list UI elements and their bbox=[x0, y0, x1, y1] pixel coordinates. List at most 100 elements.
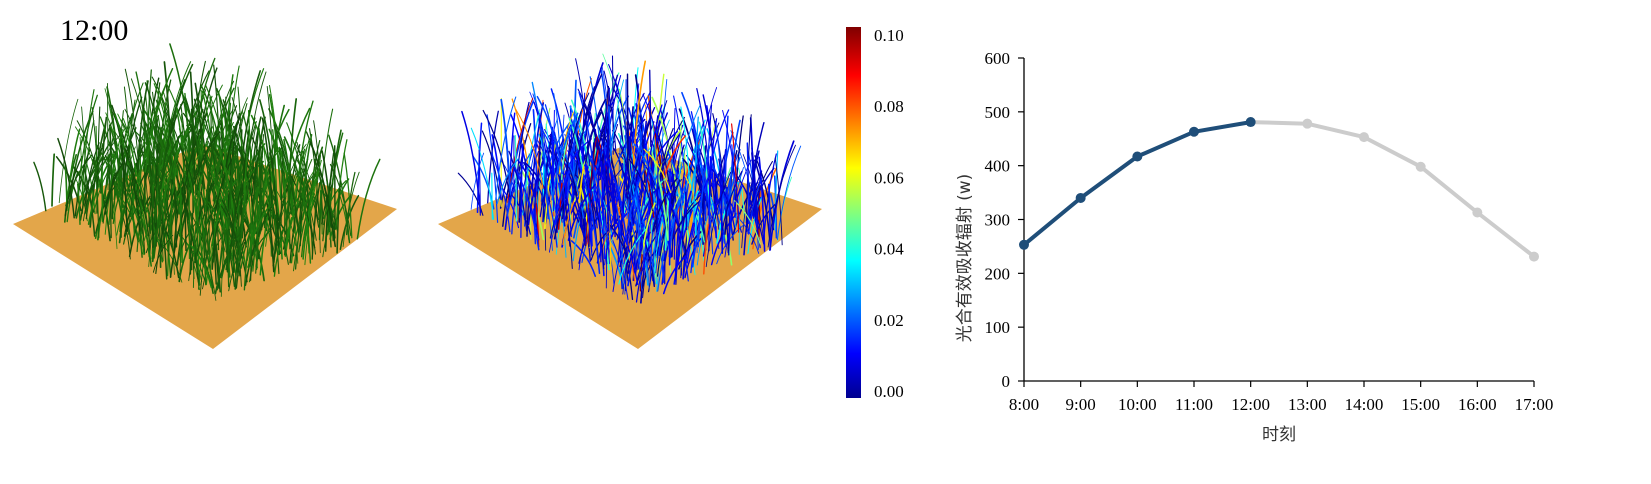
grass-blade bbox=[156, 180, 168, 280]
grass-blade bbox=[268, 128, 287, 198]
grass-blade bbox=[608, 158, 617, 224]
grass-blade bbox=[578, 166, 585, 204]
grass-blade bbox=[160, 79, 186, 189]
grass-blade bbox=[162, 144, 178, 249]
grass-blade bbox=[188, 122, 206, 190]
grass-blade bbox=[283, 136, 308, 216]
grass-blade bbox=[556, 145, 584, 231]
x-axis-label: 时刻 bbox=[1262, 425, 1296, 445]
grass-blade bbox=[318, 189, 323, 241]
series-points bbox=[1019, 117, 1539, 262]
grass-blade bbox=[748, 178, 763, 235]
grass-blade bbox=[268, 146, 280, 256]
grass-blade bbox=[157, 114, 168, 207]
grass-blade bbox=[356, 158, 381, 240]
grass-blade bbox=[559, 145, 585, 219]
grass-blade bbox=[328, 134, 351, 244]
x-tick-label: 11:00 bbox=[1175, 395, 1213, 414]
grass-blade bbox=[595, 206, 605, 270]
grass-blade bbox=[714, 120, 724, 214]
grass-blade bbox=[318, 108, 334, 218]
grass-blade bbox=[179, 173, 182, 261]
grass-blade bbox=[635, 245, 651, 303]
grass-blade bbox=[126, 164, 146, 211]
series-line-past bbox=[1022, 120, 1252, 247]
grass-blade bbox=[774, 157, 783, 246]
data-point bbox=[1302, 118, 1313, 129]
grass-blade bbox=[774, 150, 779, 231]
grass-blade bbox=[600, 160, 604, 221]
grass-blade bbox=[715, 180, 742, 233]
grass-blade bbox=[104, 162, 124, 215]
grass-blade bbox=[513, 165, 540, 251]
grass-blade bbox=[651, 130, 678, 170]
grass-blade bbox=[221, 199, 238, 249]
grass-blade bbox=[193, 98, 208, 165]
grass-blade bbox=[487, 110, 499, 204]
grass-blade bbox=[246, 206, 270, 262]
grass-blade bbox=[304, 159, 322, 266]
x-tick-label: 12:00 bbox=[1231, 395, 1270, 414]
grass-blade bbox=[76, 183, 81, 226]
grass-blade bbox=[694, 195, 697, 242]
grass-blade bbox=[554, 138, 558, 233]
grass-blade bbox=[293, 170, 318, 272]
y-tick-label: 0 bbox=[1002, 372, 1011, 391]
grass-blade bbox=[198, 192, 224, 242]
grass-blade bbox=[273, 237, 284, 277]
grass-blade bbox=[602, 104, 608, 197]
grass-blade bbox=[562, 139, 572, 220]
grass-blade bbox=[117, 176, 145, 238]
grass-blade bbox=[511, 98, 534, 209]
time-label: 12:00 bbox=[60, 14, 129, 47]
x-tick-label: 14:00 bbox=[1345, 395, 1384, 414]
grass-blade bbox=[620, 128, 633, 236]
grass-blade bbox=[607, 243, 615, 285]
grass-blade bbox=[79, 136, 84, 204]
grass-blade bbox=[649, 69, 652, 175]
grass-blade bbox=[225, 96, 227, 164]
grass-blade bbox=[595, 129, 605, 216]
grass-blade bbox=[515, 108, 544, 189]
grass-blade bbox=[643, 148, 672, 194]
grass-blade bbox=[633, 143, 661, 199]
x-ticks: 8:00 9:00 10:00 11:00 12:00 13:00 14:00 15:00 16… bbox=[1009, 381, 1553, 414]
data-point bbox=[1189, 126, 1199, 137]
grass-blade bbox=[263, 146, 269, 204]
grass-blade bbox=[572, 79, 577, 181]
grass-blade bbox=[641, 233, 656, 288]
grass-blade bbox=[509, 192, 531, 235]
grass-blade bbox=[508, 150, 528, 232]
grass-blade bbox=[163, 167, 191, 242]
grass-blade bbox=[666, 151, 685, 204]
data-point bbox=[1472, 207, 1483, 218]
grass-blade bbox=[137, 205, 152, 267]
grass-blade bbox=[132, 183, 141, 232]
grass-blade bbox=[212, 156, 234, 229]
grass-blade bbox=[719, 170, 743, 242]
colorbar: 0.00 0.02 0.04 0.06 0.08 0.10 bbox=[846, 26, 904, 401]
grass-blade bbox=[238, 182, 250, 262]
grass-blade bbox=[524, 161, 551, 203]
grass-blade bbox=[652, 177, 678, 232]
grass-blade bbox=[128, 195, 151, 258]
grass-blade bbox=[702, 164, 714, 255]
grass-blade bbox=[243, 187, 258, 291]
grass-blade bbox=[649, 146, 669, 241]
grass-blade bbox=[199, 195, 217, 296]
grass-blade bbox=[674, 172, 685, 281]
grass-blade bbox=[643, 104, 663, 206]
grass-blade bbox=[711, 168, 736, 229]
grass-blade bbox=[58, 98, 79, 204]
grass-blade bbox=[144, 67, 174, 173]
grass-blade bbox=[147, 170, 174, 246]
grass-blade bbox=[163, 61, 173, 172]
grass-blade bbox=[544, 138, 558, 230]
grass-blade bbox=[275, 188, 297, 246]
grass-blade bbox=[539, 123, 550, 220]
grass-blade bbox=[689, 203, 705, 243]
grass-blade bbox=[120, 145, 128, 232]
grass-blade bbox=[176, 220, 198, 266]
grass-blade bbox=[626, 73, 629, 172]
grass-blade bbox=[105, 112, 132, 214]
